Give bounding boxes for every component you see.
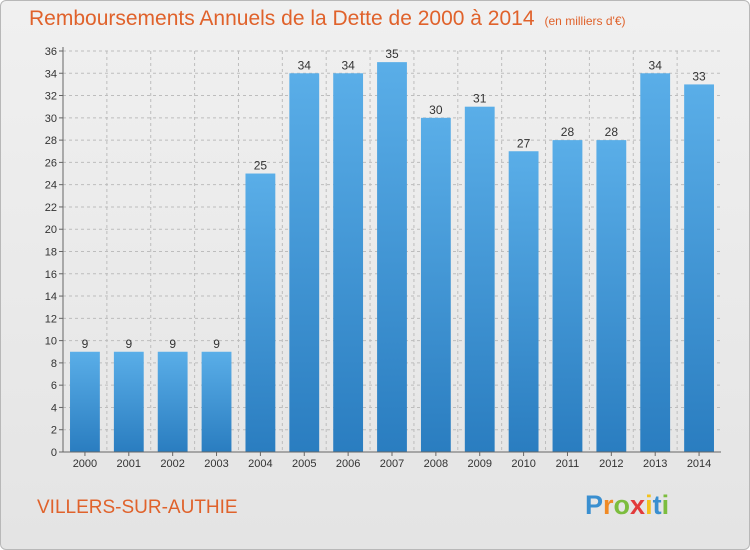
tick-label-y: 20 [45, 224, 57, 236]
tick-label-y: 26 [45, 157, 57, 169]
tick-label-x: 2013 [643, 458, 667, 470]
data-label-2002: 9 [169, 337, 176, 351]
tick-label-y: 16 [45, 269, 57, 281]
data-label-2000: 9 [82, 337, 89, 351]
tick-label-x: 2010 [511, 458, 535, 470]
tick-label-y: 8 [51, 358, 57, 370]
data-label-2007: 35 [385, 47, 399, 61]
tick-label-x: 2000 [73, 458, 97, 470]
tick-label-x: 2001 [117, 458, 141, 470]
logo-letter: r [603, 490, 614, 520]
bar-2009 [464, 106, 495, 452]
tick-label-y: 14 [45, 291, 57, 303]
chart-unit: (en milliers d'€) [544, 14, 626, 28]
data-label-2010: 27 [517, 136, 531, 150]
tick-label-x: 2005 [292, 458, 316, 470]
data-label-2004: 25 [254, 159, 268, 173]
tick-label-y: 32 [45, 91, 57, 103]
logo-letter: t [652, 490, 662, 520]
bar-2013 [640, 73, 671, 453]
tick-label-x: 2006 [336, 458, 360, 470]
data-label-2011: 28 [561, 125, 575, 139]
data-label-2003: 9 [213, 337, 220, 351]
bar-2002 [157, 351, 188, 452]
tick-label-x: 2014 [687, 458, 711, 470]
data-label-2008: 30 [429, 103, 443, 117]
bar-2006 [333, 73, 364, 453]
data-label-2012: 28 [605, 125, 619, 139]
bar-2014 [684, 84, 714, 453]
data-label-2013: 34 [649, 58, 663, 72]
chart-title: Remboursements Annuels de la Dette de 20… [29, 7, 626, 31]
bar-2010 [508, 151, 539, 452]
tick-label-y: 2 [51, 425, 57, 437]
logo-letter: i [645, 490, 653, 520]
tick-label-x: 2008 [424, 458, 448, 470]
tick-label-y: 28 [45, 135, 57, 147]
tick-label-y: 4 [51, 402, 57, 414]
bar-2001 [113, 351, 144, 452]
bar-2007 [377, 62, 407, 453]
tick-label-y: 18 [45, 247, 57, 259]
tick-label-y: 0 [51, 447, 57, 459]
tick-label-y: 24 [45, 180, 57, 192]
commune-name: VILLERS-SUR-AUTHIE [37, 497, 238, 518]
logo-letter: x [630, 490, 646, 520]
tick-label-x: 2012 [599, 458, 623, 470]
tick-label-x: 2007 [380, 458, 404, 470]
bar-2011 [552, 140, 583, 452]
logo-letter: o [613, 490, 631, 520]
axes: 0246810121416182022242628303234369200092… [45, 46, 721, 470]
tick-label-x: 2004 [248, 458, 272, 470]
tick-label-y: 22 [45, 202, 57, 214]
data-label-2006: 34 [341, 58, 355, 72]
chart-title-text: Remboursements Annuels de la Dette de 20… [29, 7, 535, 30]
tick-label-y: 12 [45, 313, 57, 325]
data-label-2009: 31 [473, 92, 487, 106]
proxiti-logo: Proxiti [585, 490, 669, 521]
logo-letter: P [585, 490, 604, 520]
bars [70, 62, 714, 453]
data-label-2014: 33 [692, 69, 706, 83]
data-label-2001: 9 [125, 337, 132, 351]
bar-2004 [245, 173, 276, 452]
bar-2000 [70, 351, 100, 452]
tick-label-y: 34 [45, 68, 57, 80]
logo-letter: i [661, 490, 670, 520]
tick-label-y: 10 [45, 336, 57, 348]
bar-2008 [420, 117, 451, 452]
tick-label-x: 2011 [556, 458, 580, 470]
tick-label-y: 6 [51, 380, 57, 392]
tick-label-x: 2002 [160, 458, 184, 470]
tick-label-y: 36 [45, 46, 57, 58]
bar-2012 [596, 140, 627, 452]
bar-2003 [201, 351, 232, 452]
tick-label-x: 2003 [204, 458, 228, 470]
tick-label-x: 2009 [467, 458, 491, 470]
tick-label-y: 30 [45, 113, 57, 125]
data-label-2005: 34 [298, 58, 312, 72]
bar-2005 [289, 73, 320, 453]
